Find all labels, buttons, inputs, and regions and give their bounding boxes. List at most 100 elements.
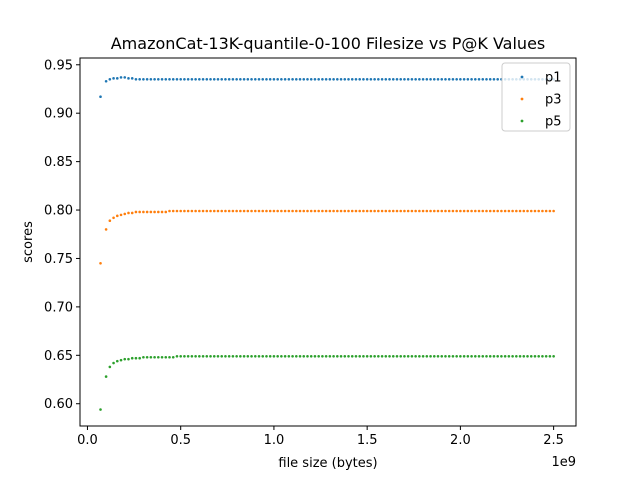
data-point-p1 — [190, 78, 194, 81]
data-point-p5 — [477, 354, 481, 358]
data-point-p5 — [287, 354, 291, 358]
data-point-p3 — [205, 209, 209, 213]
data-point-p1 — [283, 78, 287, 81]
data-point-p3 — [227, 209, 231, 213]
data-point-p1 — [220, 78, 224, 81]
x-tick-label: 0.5 — [170, 433, 191, 448]
data-point-p3 — [455, 209, 458, 213]
x-tick-label: 2.0 — [450, 433, 471, 448]
data-point-p5 — [515, 354, 518, 358]
data-point-p5 — [488, 354, 492, 358]
data-point-p3 — [354, 209, 358, 213]
data-point-p1 — [313, 78, 317, 81]
data-point-p1 — [451, 78, 455, 81]
data-point-p5 — [369, 354, 373, 358]
data-point-p1 — [130, 77, 134, 80]
data-point-p1 — [444, 78, 447, 81]
data-point-p5 — [153, 355, 156, 359]
data-point-p1 — [388, 78, 391, 81]
data-point-p3 — [235, 209, 238, 213]
data-point-p3 — [362, 209, 365, 213]
data-point-p1 — [429, 78, 432, 81]
data-point-p5 — [224, 354, 227, 358]
data-point-p5 — [186, 354, 190, 358]
data-point-p3 — [115, 214, 119, 218]
data-point-p5 — [317, 354, 320, 358]
data-point-p1 — [112, 77, 115, 80]
data-point-p5 — [421, 354, 425, 358]
data-point-p3 — [201, 209, 205, 213]
data-point-p5 — [250, 354, 253, 358]
data-point-p3 — [324, 209, 328, 213]
data-point-p5 — [104, 375, 108, 378]
data-point-p5 — [544, 354, 548, 358]
data-point-p5 — [455, 354, 458, 358]
data-point-p3 — [280, 209, 283, 213]
data-point-p1 — [470, 78, 473, 81]
data-point-p5 — [205, 354, 209, 358]
data-point-p3 — [481, 209, 485, 213]
x-axis: 0.0 0.5 1.0 1.5 2.0 2.5 — [77, 426, 564, 448]
data-point-p1 — [373, 78, 376, 81]
data-point-p1 — [332, 78, 335, 81]
data-point-p1 — [224, 78, 227, 81]
data-point-p3 — [414, 209, 417, 213]
data-point-p5 — [481, 354, 485, 358]
data-point-p5 — [283, 354, 287, 358]
data-point-p3 — [164, 210, 168, 214]
data-point-p1 — [399, 78, 403, 81]
data-point-p5 — [406, 354, 410, 358]
data-point-p1 — [466, 78, 470, 81]
data-point-p5 — [168, 355, 171, 359]
data-point-p5 — [403, 354, 406, 358]
data-point-p3 — [112, 216, 115, 220]
data-point-p3 — [444, 209, 447, 213]
data-point-p3 — [406, 209, 410, 213]
data-point-p3 — [529, 209, 533, 213]
data-point-p1 — [347, 78, 350, 81]
data-point-p5 — [332, 354, 335, 358]
data-point-p3 — [283, 209, 287, 213]
data-point-p3 — [447, 209, 451, 213]
data-point-p5 — [130, 356, 134, 360]
data-point-p5 — [313, 354, 317, 358]
data-point-p1 — [418, 78, 421, 81]
data-point-p3 — [518, 209, 522, 213]
data-point-p5 — [410, 354, 414, 358]
data-point-p5 — [485, 354, 488, 358]
data-point-p5 — [291, 354, 294, 358]
data-point-p3 — [541, 209, 544, 213]
data-point-p5 — [220, 354, 224, 358]
data-point-p3 — [171, 209, 175, 213]
data-point-p5 — [526, 354, 529, 358]
data-point-p3 — [99, 262, 102, 265]
data-point-p5 — [309, 354, 313, 358]
data-point-p3 — [138, 210, 141, 214]
data-point-p5 — [190, 354, 194, 358]
data-point-p5 — [272, 354, 276, 358]
data-point-p3 — [358, 209, 361, 213]
data-point-p1 — [295, 78, 298, 81]
data-point-p3 — [224, 209, 227, 213]
data-point-p5 — [302, 354, 306, 358]
data-point-p1 — [384, 78, 388, 81]
data-point-p1 — [123, 76, 127, 79]
data-point-p1 — [302, 78, 306, 81]
data-point-p1 — [391, 78, 395, 81]
data-point-p5 — [339, 354, 343, 358]
data-point-p3 — [496, 209, 499, 213]
data-point-p5 — [466, 354, 470, 358]
data-point-p5 — [384, 354, 388, 358]
data-point-p3 — [142, 210, 145, 214]
data-point-p5 — [377, 354, 380, 358]
data-point-p5 — [436, 354, 440, 358]
data-point-p3 — [451, 209, 455, 213]
data-point-p3 — [347, 209, 350, 213]
data-point-p1 — [395, 78, 399, 81]
data-point-p5 — [548, 354, 552, 358]
data-point-p1 — [459, 78, 462, 81]
x-tick-label: 2.5 — [543, 433, 564, 448]
data-point-p1 — [268, 78, 272, 81]
data-point-p1 — [119, 76, 123, 79]
